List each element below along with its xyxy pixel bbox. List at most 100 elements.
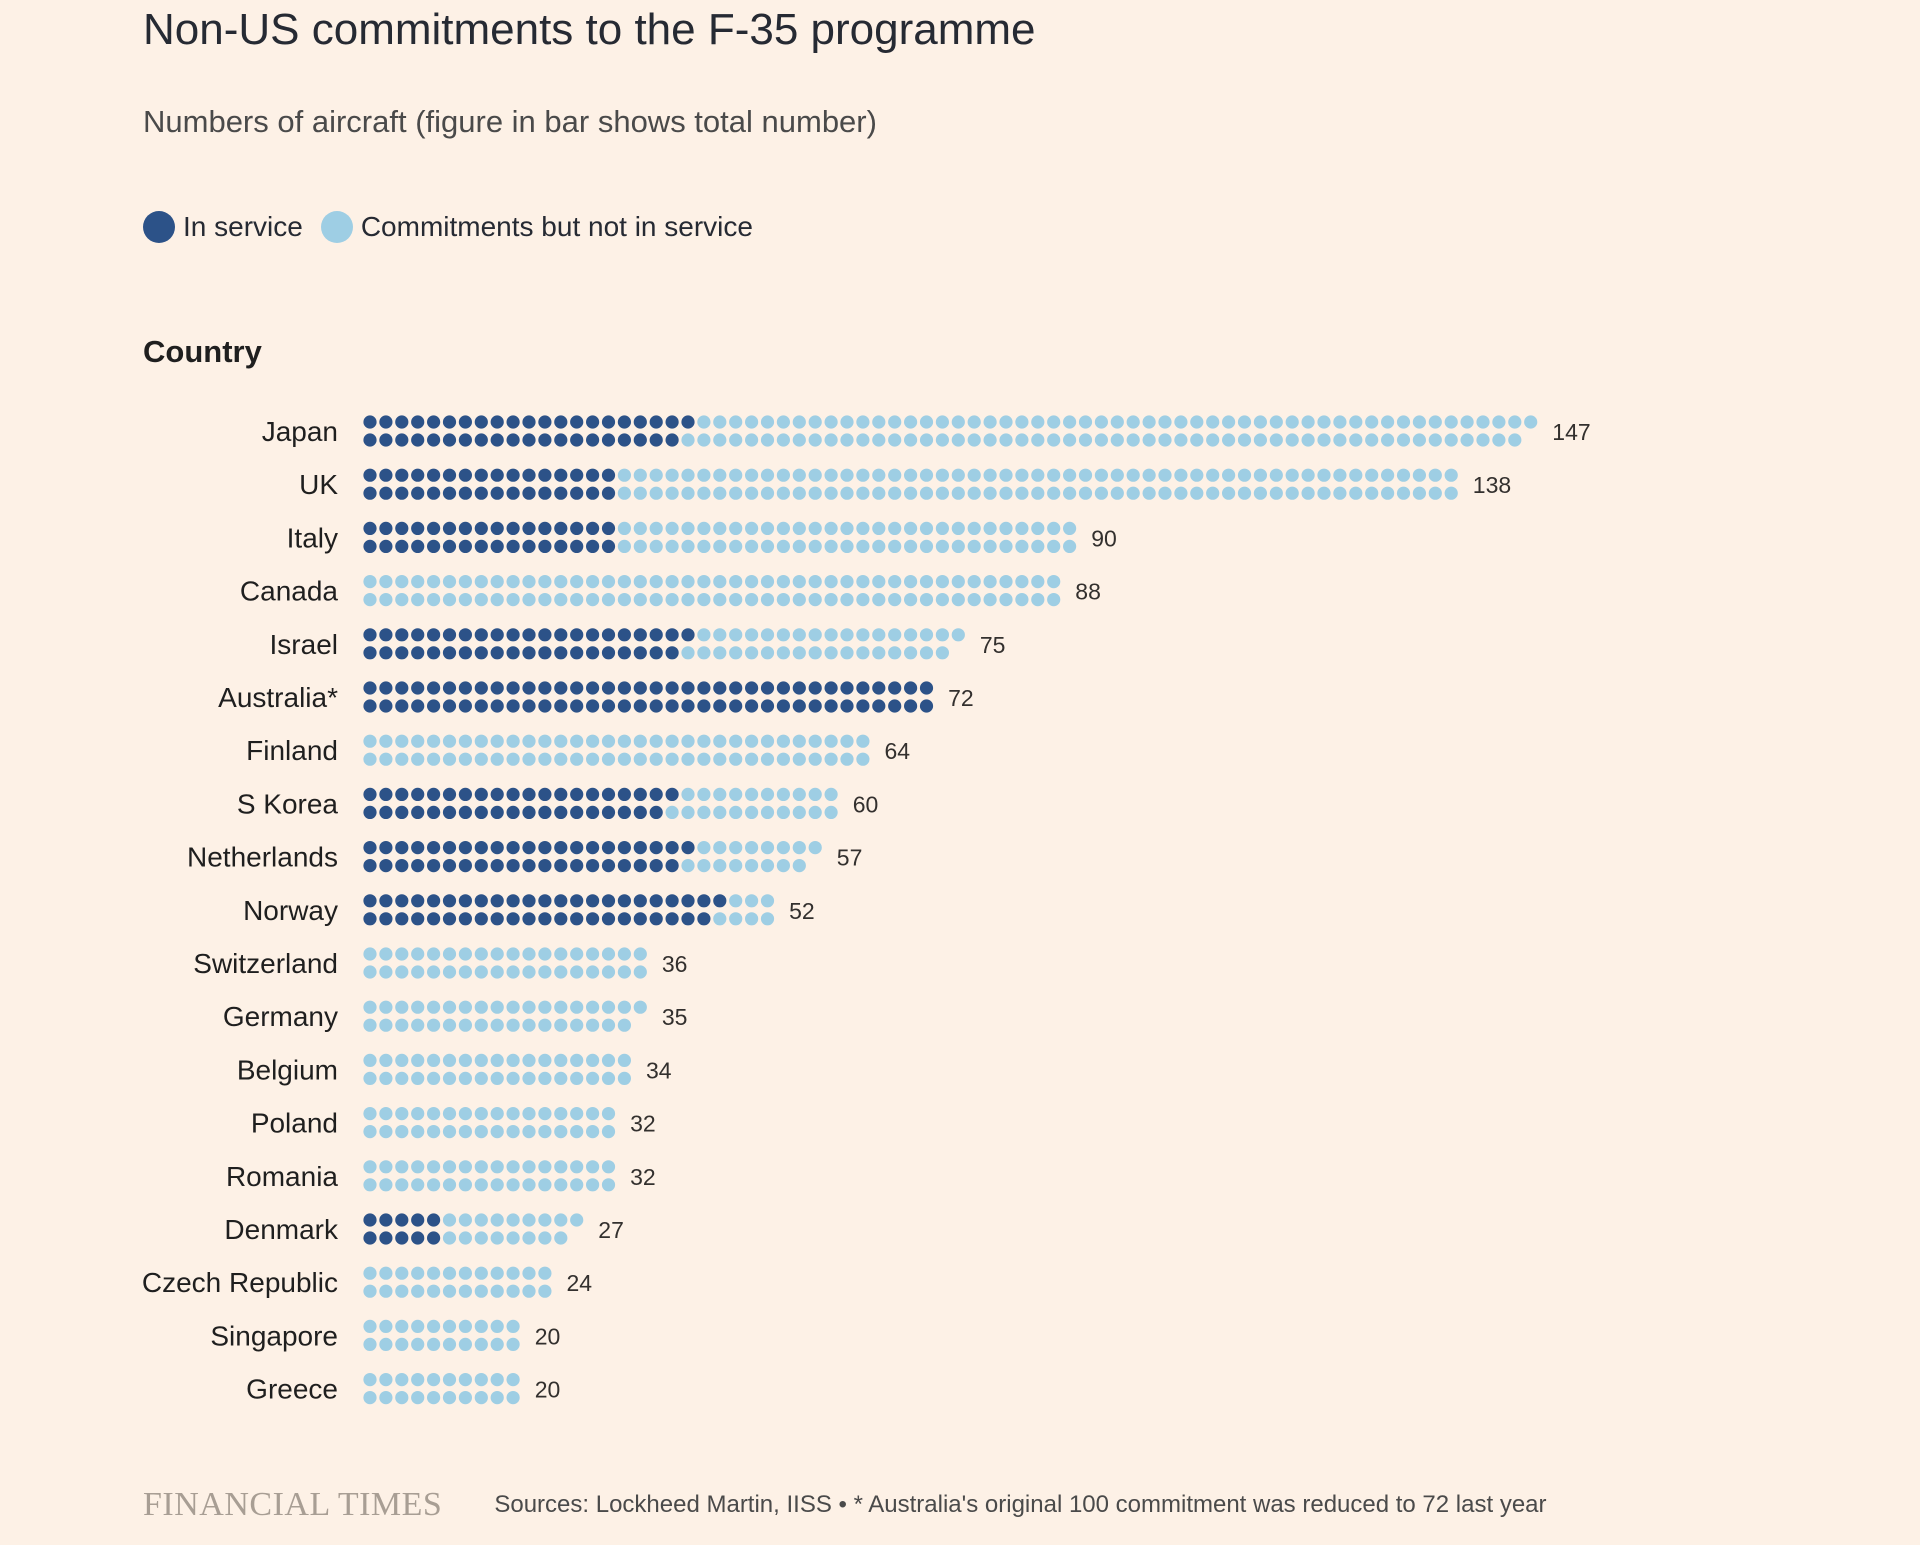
dot-in-service bbox=[538, 699, 552, 713]
dot-commitment bbox=[681, 468, 695, 482]
dot-in-service bbox=[649, 787, 663, 802]
dot-commitment bbox=[713, 486, 727, 500]
dot-in-service bbox=[490, 433, 504, 447]
dot-commitment bbox=[983, 433, 997, 447]
dot-commitment bbox=[506, 1266, 520, 1280]
dot-commitment bbox=[538, 575, 552, 589]
dot-commitment bbox=[713, 841, 727, 855]
dot-commitment bbox=[808, 734, 822, 748]
dot-in-service bbox=[427, 699, 441, 713]
dot-commitment bbox=[697, 805, 711, 820]
dot-in-service bbox=[522, 628, 536, 642]
dot-commitment bbox=[586, 947, 600, 961]
dot-in-service bbox=[490, 859, 504, 873]
dot-commitment bbox=[999, 468, 1013, 482]
dot-commitment bbox=[856, 628, 870, 642]
dot-commitment bbox=[1158, 415, 1172, 429]
dot-commitment bbox=[490, 1231, 504, 1245]
dot-commitment bbox=[1063, 539, 1077, 554]
dot-commitment bbox=[411, 1266, 425, 1280]
dot-commitment bbox=[427, 1000, 441, 1014]
dot-commitment bbox=[538, 1053, 552, 1067]
dot-commitment bbox=[601, 1071, 616, 1085]
dot-commitment bbox=[379, 752, 393, 766]
dot-in-service bbox=[395, 646, 409, 660]
dot-in-service bbox=[442, 521, 457, 536]
dot-commitment bbox=[808, 752, 822, 766]
dot-in-service bbox=[411, 1231, 425, 1245]
dot-commitment bbox=[570, 1160, 584, 1174]
dot-commitment bbox=[538, 1125, 552, 1139]
dot-commitment bbox=[379, 1391, 393, 1405]
dot-in-service bbox=[506, 894, 520, 908]
dot-commitment bbox=[1412, 468, 1426, 482]
dot-commitment bbox=[442, 1160, 457, 1174]
dot-commitment bbox=[395, 947, 409, 961]
dot-commitment bbox=[856, 521, 870, 536]
dot-commitment bbox=[856, 486, 870, 500]
dot-in-service bbox=[411, 805, 425, 820]
dot-commitment bbox=[1412, 486, 1426, 500]
dot-commitment bbox=[570, 947, 584, 961]
dot-in-service bbox=[506, 539, 520, 554]
dot-in-service bbox=[665, 912, 679, 926]
dot-commitment bbox=[808, 787, 822, 802]
dot-in-service bbox=[442, 539, 457, 554]
dot-commitment bbox=[999, 433, 1013, 447]
dot-commitment bbox=[538, 1213, 552, 1227]
bar-row-poland: Poland 32 bbox=[251, 1107, 656, 1139]
dot-commitment bbox=[824, 468, 838, 482]
dot-commitment bbox=[490, 1391, 504, 1405]
dot-commitment bbox=[363, 1178, 377, 1192]
dot-in-service bbox=[586, 628, 600, 642]
dot-commitment bbox=[1444, 415, 1458, 429]
dot-commitment bbox=[458, 1053, 472, 1067]
dot-commitment bbox=[442, 1319, 457, 1333]
dot-in-service bbox=[792, 699, 806, 713]
dot-in-service bbox=[442, 841, 457, 855]
dot-in-service bbox=[649, 433, 663, 447]
dot-in-service bbox=[665, 841, 679, 855]
dot-commitment bbox=[935, 415, 950, 429]
dot-commitment bbox=[506, 1178, 520, 1192]
dot-in-service bbox=[665, 859, 679, 873]
dot-commitment bbox=[522, 1053, 536, 1067]
dot-commitment bbox=[776, 646, 791, 660]
dot-commitment bbox=[681, 593, 695, 607]
dot-commitment bbox=[586, 1018, 600, 1032]
dot-commitment bbox=[633, 965, 647, 979]
dot-in-service bbox=[458, 415, 472, 429]
dot-commitment bbox=[363, 1266, 377, 1280]
bar-row-greece: Greece 20 bbox=[246, 1373, 560, 1405]
country-label: Canada bbox=[240, 576, 339, 607]
dot-in-service bbox=[506, 415, 520, 429]
dot-commitment bbox=[808, 468, 822, 482]
dot-commitment bbox=[1206, 486, 1220, 500]
dot-commitment bbox=[427, 947, 441, 961]
dot-commitment bbox=[411, 575, 425, 589]
dot-in-service bbox=[586, 859, 600, 873]
dot-in-service bbox=[570, 912, 584, 926]
dot-commitment bbox=[729, 752, 743, 766]
dot-in-service bbox=[411, 681, 425, 695]
dot-in-service bbox=[427, 521, 441, 536]
dot-in-service bbox=[490, 539, 504, 554]
dot-commitment bbox=[1047, 539, 1061, 554]
dot-commitment bbox=[919, 575, 934, 589]
dot-commitment bbox=[633, 1000, 647, 1014]
dot-commitment bbox=[1015, 521, 1029, 536]
dot-commitment bbox=[458, 1178, 472, 1192]
dot-commitment bbox=[1190, 468, 1204, 482]
dot-commitment bbox=[395, 1071, 409, 1085]
dot-in-service bbox=[490, 628, 504, 642]
dot-commitment bbox=[1174, 486, 1188, 500]
bar-row-switzerland: Switzerland 36 bbox=[193, 947, 687, 979]
dot-in-service bbox=[474, 433, 488, 447]
dot-commitment bbox=[792, 415, 806, 429]
dot-in-service bbox=[427, 894, 441, 908]
dot-in-service bbox=[617, 805, 632, 820]
dot-commitment bbox=[904, 433, 918, 447]
dot-commitment bbox=[617, 947, 632, 961]
dot-in-service bbox=[856, 681, 870, 695]
dot-in-service bbox=[411, 699, 425, 713]
